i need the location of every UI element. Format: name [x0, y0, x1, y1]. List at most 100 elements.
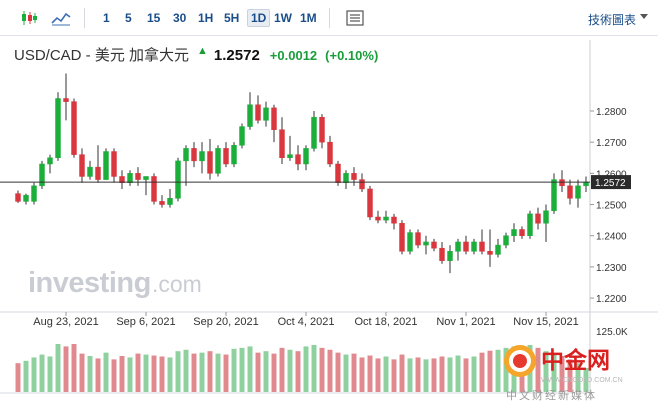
- candle-body: [55, 98, 61, 159]
- candle-body: [583, 181, 589, 187]
- volume-bar: [63, 346, 69, 392]
- volume-bar: [463, 358, 469, 392]
- volume-bar: [143, 354, 149, 392]
- period-30[interactable]: 30: [173, 11, 187, 25]
- price-tick-label: 1.2700: [596, 138, 627, 149]
- candle-body: [559, 179, 565, 187]
- line-chart-icon[interactable]: [50, 8, 72, 28]
- volume-bar: [55, 344, 61, 392]
- candle: [191, 142, 197, 168]
- candle: [471, 238, 477, 255]
- candle-body: [23, 194, 29, 202]
- volume-bar: [327, 349, 333, 392]
- candle-body: [143, 176, 149, 180]
- candle: [495, 238, 501, 258]
- period-5h[interactable]: 5H: [224, 11, 240, 25]
- volume-bar: [191, 353, 197, 392]
- candle: [279, 117, 285, 164]
- candle-body: [127, 173, 133, 183]
- candle: [295, 145, 301, 171]
- technical-chart-link[interactable]: 技術圖表: [587, 13, 636, 27]
- candle-body: [399, 222, 405, 252]
- candle-body: [95, 166, 101, 180]
- candle-body: [151, 176, 157, 202]
- candle: [511, 223, 517, 242]
- volume-bar: [439, 356, 445, 392]
- chevron-down-icon[interactable]: [640, 14, 648, 19]
- candle-body: [327, 141, 333, 165]
- candle-body: [111, 151, 117, 177]
- logo-tagline: 中文财经新媒体: [506, 388, 597, 402]
- candle: [55, 92, 61, 161]
- candle: [551, 173, 557, 214]
- period-5[interactable]: 5: [125, 11, 132, 25]
- volume-bar: [575, 363, 581, 392]
- time-tick-label: Aug 23, 2021: [33, 316, 98, 328]
- candle-body: [367, 188, 373, 218]
- candle-body: [535, 213, 541, 224]
- candle-body: [223, 148, 229, 165]
- candle: [79, 148, 85, 183]
- candle-body: [239, 126, 245, 146]
- period-1m[interactable]: 1M: [300, 11, 317, 25]
- volume-bar: [239, 347, 245, 392]
- candle-body: [215, 148, 221, 174]
- volume-bar: [135, 353, 141, 392]
- volume-bar: [247, 346, 253, 392]
- candle: [423, 235, 429, 255]
- price-tick-label: 1.2500: [596, 201, 627, 212]
- volume-bar: [151, 355, 157, 392]
- volume-bar: [319, 347, 325, 392]
- candle: [559, 170, 565, 193]
- time-tick-label: Nov 15, 2021: [513, 316, 578, 328]
- period-1h[interactable]: 1H: [198, 11, 214, 25]
- candle-body: [79, 154, 85, 177]
- candle: [351, 167, 357, 186]
- candle: [63, 73, 69, 121]
- candle: [567, 179, 573, 205]
- candle-body: [471, 241, 477, 252]
- candle: [95, 145, 101, 183]
- time-tick-label: Sep 20, 2021: [193, 316, 258, 328]
- candle-body: [359, 179, 365, 190]
- candle: [23, 193, 29, 205]
- indicator-icon[interactable]: [344, 8, 366, 28]
- last-price: 1.2572: [213, 47, 260, 64]
- period-1d[interactable]: 1D: [247, 9, 271, 27]
- volume-bar: [359, 357, 365, 392]
- time-tick-label: Sep 6, 2021: [116, 316, 175, 328]
- volume-bar: [15, 363, 21, 392]
- period-1w[interactable]: 1W: [274, 11, 292, 25]
- candle-body: [567, 185, 573, 199]
- candle-body: [183, 148, 189, 162]
- logo-name: 中金网: [541, 347, 610, 373]
- volume-bar: [47, 356, 53, 392]
- candle-body: [271, 107, 277, 130]
- volume-bar: [255, 352, 261, 392]
- volume-bar: [111, 359, 117, 392]
- candle: [71, 98, 77, 158]
- volume-bar: [471, 356, 477, 392]
- volume-bar: [215, 353, 221, 392]
- candlestick-icon[interactable]: [18, 8, 40, 28]
- candle-body: [255, 104, 261, 121]
- candle: [583, 176, 589, 193]
- volume-bar: [223, 354, 229, 392]
- volume-bar: [551, 353, 557, 392]
- candle: [127, 170, 133, 186]
- volume-bar: [23, 360, 29, 392]
- volume-bar: [263, 351, 269, 392]
- candle: [175, 157, 181, 202]
- volume-bar: [95, 358, 101, 392]
- candle-body: [415, 232, 421, 246]
- candle-body: [47, 157, 53, 165]
- period-15[interactable]: 15: [147, 11, 161, 25]
- candle-body: [247, 104, 253, 127]
- volume-bar: [87, 356, 93, 392]
- volume-bar: [447, 357, 453, 392]
- candle: [407, 229, 413, 255]
- candle-body: [15, 193, 21, 202]
- period-1[interactable]: 1: [103, 11, 110, 25]
- candle: [167, 188, 173, 208]
